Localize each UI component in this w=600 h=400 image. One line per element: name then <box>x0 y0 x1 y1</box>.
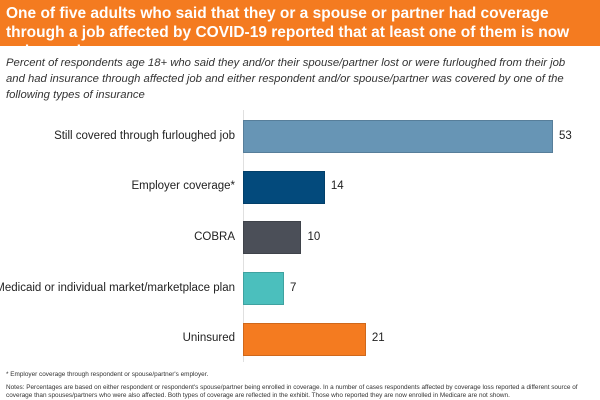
bar <box>243 170 325 204</box>
bar <box>243 322 366 356</box>
category-label: Employer coverage* <box>131 180 235 193</box>
category-label: COBRA <box>194 230 235 243</box>
category-label: Uninsured <box>182 332 235 345</box>
footnote-asterisk: * Employer coverage through respondent o… <box>6 371 209 378</box>
bar <box>243 272 284 306</box>
data-label: 14 <box>330 180 344 193</box>
category-label: Still covered through furloughed job <box>54 129 235 142</box>
chart-subtitle: Percent of respondents age 18+ who said … <box>6 57 566 101</box>
data-label: 10 <box>307 230 321 243</box>
bar <box>243 221 302 255</box>
chart-title: One of five adults who said that they or… <box>6 5 570 60</box>
data-label: 53 <box>559 129 572 142</box>
category-label: Medicaid or individual market/marketplac… <box>0 281 235 294</box>
data-label: 21 <box>371 332 385 345</box>
bar <box>243 120 553 153</box>
title-banner: One of five adults who said that they or… <box>0 0 600 60</box>
footnote-notes: Notes: Percentages are based on either r… <box>6 384 578 399</box>
data-label: 7 <box>289 281 297 294</box>
